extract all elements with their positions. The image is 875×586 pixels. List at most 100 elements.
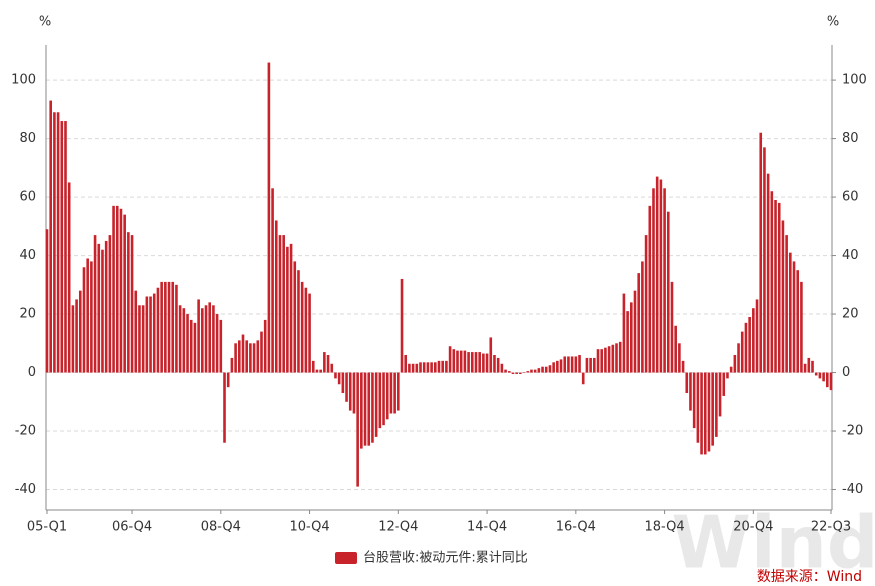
bar (618, 341, 622, 373)
bar (467, 352, 470, 373)
bar (426, 362, 430, 373)
bar (807, 357, 811, 373)
legend-label: 台股营收:被动元件:累计同比 (363, 551, 528, 566)
bar (574, 356, 578, 373)
bar (774, 200, 777, 373)
bar (286, 246, 289, 373)
bar (297, 270, 300, 373)
bar (53, 112, 56, 373)
y-tick-label: 0 (28, 365, 36, 380)
bar (404, 355, 408, 373)
bar (448, 346, 452, 373)
bar (489, 337, 493, 373)
bar (485, 353, 489, 373)
bar (352, 372, 356, 414)
bar (744, 322, 748, 373)
bar (570, 356, 574, 373)
bar (670, 281, 674, 373)
bar (600, 349, 604, 373)
legend-swatch (335, 552, 357, 564)
bar (493, 355, 496, 373)
bar (371, 372, 374, 443)
bar (274, 220, 278, 373)
bar (474, 352, 478, 373)
bar (171, 281, 175, 373)
bar (556, 360, 559, 373)
bar (141, 305, 145, 373)
bar (666, 211, 670, 373)
y2-tick-label: 80 (842, 131, 859, 146)
x-tick-label: 06-Q4 (112, 520, 152, 535)
bar (729, 366, 733, 373)
bar (792, 261, 796, 373)
bar (437, 360, 441, 373)
bar (164, 281, 167, 373)
bar (800, 281, 803, 373)
bar (578, 355, 581, 373)
bar (123, 214, 126, 373)
bar (241, 334, 245, 373)
bar (271, 188, 274, 373)
bar (441, 360, 444, 373)
bar (175, 284, 178, 373)
bar (363, 372, 367, 446)
bar (752, 308, 755, 373)
x-tick-label: 08-Q4 (201, 520, 241, 535)
bar (611, 344, 615, 373)
bar (552, 362, 555, 373)
bar (463, 350, 467, 373)
x-tick-label: 12-Q4 (378, 520, 418, 535)
bar (152, 293, 156, 373)
bar (326, 355, 330, 373)
bar (234, 343, 237, 373)
bar (689, 372, 692, 411)
bar (604, 347, 607, 373)
bar (630, 302, 633, 373)
bar (519, 372, 522, 375)
y2-unit: % (827, 15, 839, 30)
bar (567, 356, 570, 373)
bar (334, 372, 337, 379)
bar (115, 205, 119, 373)
bar (478, 352, 481, 373)
y-tick-label: 80 (19, 131, 36, 146)
bar (740, 331, 744, 373)
bar (104, 240, 108, 373)
bar (78, 290, 82, 373)
bar (674, 325, 677, 373)
bar (348, 372, 352, 411)
bar (434, 362, 437, 373)
bar (633, 290, 637, 373)
bar (496, 357, 500, 373)
bar (64, 121, 67, 373)
bar (308, 293, 311, 373)
bar (803, 363, 807, 373)
bar (315, 369, 319, 373)
bar (252, 343, 256, 373)
bar (530, 369, 533, 373)
bar (615, 343, 618, 373)
y2-tick-label: 60 (842, 190, 859, 205)
bar (230, 357, 234, 373)
bar (700, 372, 703, 455)
bar (356, 372, 359, 487)
bar (770, 191, 774, 373)
bar (86, 258, 89, 373)
bar (193, 322, 197, 373)
bar (82, 267, 86, 373)
y-tick-label: 100 (11, 73, 36, 88)
bar (681, 360, 685, 373)
bar (263, 319, 267, 373)
bar (733, 355, 737, 373)
bar (212, 305, 215, 373)
bar (593, 357, 596, 373)
y-unit: % (39, 15, 51, 30)
bar (223, 372, 226, 443)
bar (411, 363, 415, 373)
bar (589, 357, 592, 373)
bar (197, 299, 200, 373)
bar (101, 249, 104, 373)
bar (737, 343, 740, 373)
x-tick-label: 10-Q4 (289, 520, 329, 535)
